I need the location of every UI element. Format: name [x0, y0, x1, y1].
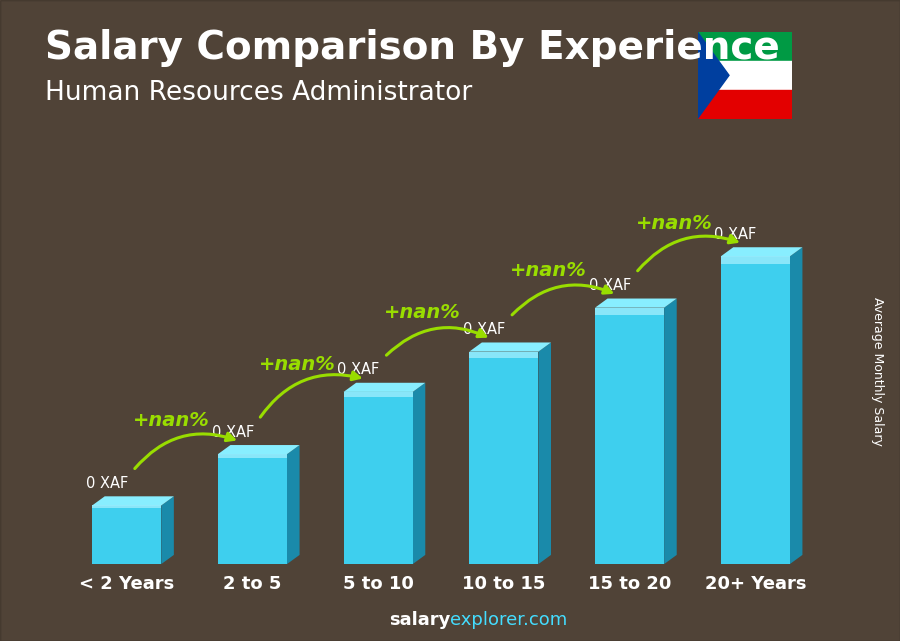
Polygon shape — [721, 256, 790, 264]
Text: +nan%: +nan% — [258, 354, 336, 374]
Polygon shape — [469, 342, 551, 352]
Polygon shape — [790, 247, 803, 564]
Polygon shape — [595, 299, 677, 308]
Polygon shape — [161, 496, 174, 564]
Polygon shape — [344, 392, 413, 397]
Polygon shape — [595, 308, 664, 564]
Polygon shape — [469, 352, 538, 564]
Polygon shape — [92, 496, 174, 506]
Text: 0 XAF: 0 XAF — [463, 322, 505, 337]
Polygon shape — [218, 445, 300, 454]
Text: 0 XAF: 0 XAF — [86, 476, 128, 491]
Text: Salary Comparison By Experience: Salary Comparison By Experience — [45, 29, 779, 67]
Text: 0 XAF: 0 XAF — [212, 424, 254, 440]
Polygon shape — [413, 383, 426, 564]
Text: 0 XAF: 0 XAF — [589, 278, 631, 293]
Bar — [698, 32, 792, 61]
Polygon shape — [344, 383, 426, 392]
Polygon shape — [469, 352, 538, 358]
Text: salary: salary — [389, 612, 450, 629]
Polygon shape — [344, 392, 413, 564]
Text: explorer.com: explorer.com — [450, 612, 567, 629]
Bar — [698, 61, 792, 90]
Polygon shape — [595, 308, 664, 315]
Text: +nan%: +nan% — [635, 213, 713, 233]
Text: +nan%: +nan% — [510, 262, 587, 280]
Text: +nan%: +nan% — [384, 303, 461, 322]
Text: +nan%: +nan% — [133, 412, 210, 430]
Polygon shape — [698, 32, 729, 119]
Polygon shape — [721, 247, 803, 256]
Polygon shape — [92, 506, 161, 508]
Polygon shape — [664, 299, 677, 564]
Polygon shape — [721, 256, 790, 564]
Text: 0 XAF: 0 XAF — [338, 362, 380, 378]
Polygon shape — [92, 506, 161, 564]
Text: Average Monthly Salary: Average Monthly Salary — [871, 297, 884, 446]
Text: Human Resources Administrator: Human Resources Administrator — [45, 80, 473, 106]
Text: 0 XAF: 0 XAF — [715, 227, 757, 242]
Polygon shape — [218, 454, 287, 458]
Polygon shape — [218, 454, 287, 564]
Polygon shape — [538, 342, 551, 564]
Polygon shape — [287, 445, 300, 564]
Bar — [698, 90, 792, 119]
